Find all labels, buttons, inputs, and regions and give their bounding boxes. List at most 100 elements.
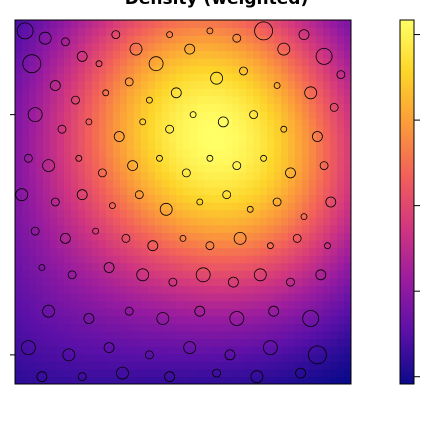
heat-cell (302, 95, 310, 105)
heat-cell (113, 65, 121, 74)
heat-cell (120, 308, 128, 317)
heat-cell (176, 73, 184, 82)
data-point (15, 188, 29, 202)
heat-cell (323, 270, 331, 279)
heat-cell (106, 277, 114, 287)
heat-cell (295, 179, 303, 188)
heat-cell (141, 293, 149, 302)
heat-cell (295, 156, 303, 165)
heat-cell (211, 255, 219, 264)
heat-cell (15, 209, 23, 218)
heat-cell (64, 141, 72, 150)
heat-cell (337, 308, 345, 317)
heat-cell (134, 126, 142, 135)
heat-cell (337, 247, 345, 256)
heat-cell (120, 164, 128, 173)
heat-cell (43, 194, 51, 203)
heat-cell (85, 209, 93, 218)
heat-cell (239, 315, 247, 324)
heat-cell (337, 368, 345, 378)
heat-cell (92, 42, 100, 51)
heat-cell (176, 171, 184, 180)
heat-cell (99, 270, 107, 279)
heat-cell (204, 65, 212, 74)
heat-cell (57, 239, 65, 249)
data-point (196, 198, 204, 206)
heat-cell (253, 103, 261, 112)
heat-cell (106, 361, 114, 370)
data-point (325, 196, 337, 208)
heat-cell (134, 239, 142, 249)
heat-cell (15, 315, 23, 324)
heat-cell (225, 50, 233, 59)
heat-cell (57, 27, 65, 36)
heat-cell (260, 202, 268, 211)
heat-cell (169, 80, 177, 89)
heat-cell (316, 65, 324, 74)
heat-cell (78, 323, 86, 332)
heat-cell (232, 323, 240, 332)
heat-cell (36, 224, 44, 233)
heat-cell (239, 353, 247, 362)
heat-cell (323, 50, 331, 59)
heat-cell (225, 338, 233, 347)
heat-cell (162, 80, 170, 89)
heat-cell (141, 285, 149, 294)
heat-cell (148, 262, 156, 271)
heat-cell (15, 73, 23, 82)
heat-cell (71, 368, 79, 378)
heat-cell (246, 73, 254, 82)
heat-cell (127, 277, 135, 287)
heat-cell (15, 255, 23, 264)
heat-cell (176, 315, 184, 324)
heat-cell (204, 57, 212, 67)
heat-cell (127, 270, 135, 279)
heat-cell (211, 141, 219, 150)
heat-cell (260, 95, 268, 105)
heat-cell (176, 57, 184, 67)
heat-cell (99, 217, 107, 226)
heat-cell (295, 293, 303, 302)
heat-cell (36, 179, 44, 188)
heat-cell (288, 346, 296, 355)
heat-cell (99, 330, 107, 340)
heat-cell (71, 164, 79, 173)
chart-title: Density (weighted) (0, 0, 433, 9)
heat-cell (288, 277, 296, 287)
heat-cell (267, 255, 275, 264)
heat-cell (295, 73, 303, 82)
heat-cell (183, 239, 191, 249)
heat-cell (288, 133, 296, 142)
heat-cell (302, 255, 310, 264)
heat-cell (225, 42, 233, 51)
heat-cell (302, 346, 310, 355)
heat-cell (113, 156, 121, 165)
heat-cell (204, 300, 212, 309)
heat-cell (43, 353, 51, 362)
heat-cell (302, 126, 310, 135)
heat-cell (288, 80, 296, 89)
heat-cell (127, 232, 135, 241)
heat-cell (183, 346, 191, 355)
heat-cell (29, 164, 37, 173)
heat-cell (253, 65, 261, 74)
data-point (272, 197, 282, 207)
heat-cell (71, 338, 79, 347)
heat-cell (281, 376, 289, 384)
heat-cell (253, 270, 261, 279)
heat-cell (309, 50, 317, 59)
heat-cell (29, 179, 37, 188)
heat-cell (169, 315, 177, 324)
heat-cell (288, 315, 296, 324)
heat-cell (183, 209, 191, 218)
heat-cell (211, 186, 219, 196)
heat-cell (183, 179, 191, 188)
data-point (71, 95, 80, 105)
heat-cell (50, 346, 58, 355)
heat-cell (239, 186, 247, 196)
data-point (170, 87, 182, 99)
heat-cell (204, 255, 212, 264)
heat-cell (162, 20, 170, 29)
heat-cell (288, 27, 296, 36)
heat-cell (288, 361, 296, 370)
